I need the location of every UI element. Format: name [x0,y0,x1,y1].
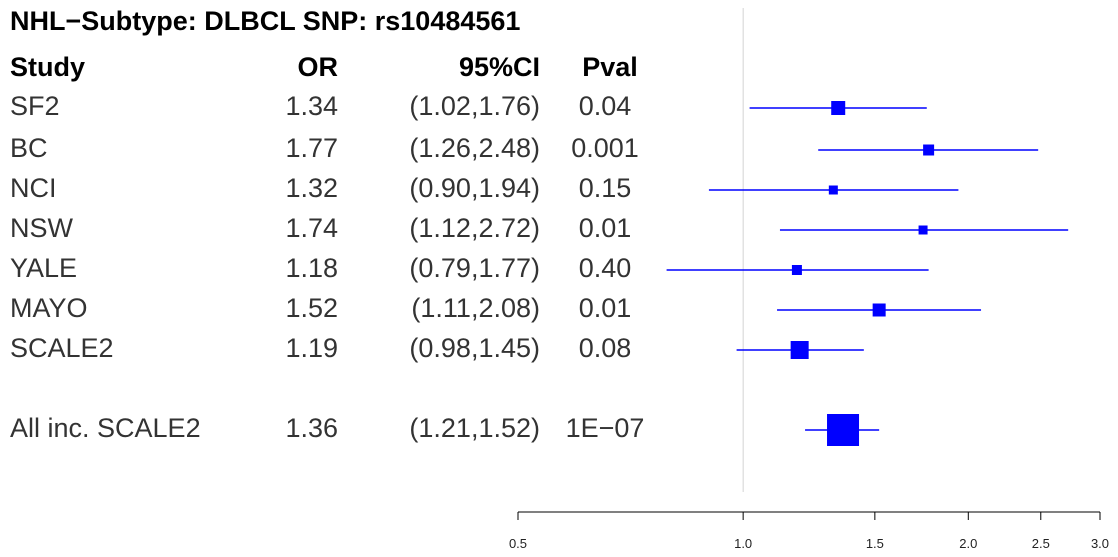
or-value: 1.36 [285,413,338,443]
pval-value: 0.04 [578,91,632,121]
or-value: 1.18 [285,253,338,283]
study-name: All inc. SCALE2 [10,413,201,443]
x-tick-label: 2.5 [1032,536,1050,551]
header-or: OR [297,52,339,82]
pval-value: 0.001 [571,133,639,163]
or-value: 1.52 [285,293,338,323]
x-tick-label: 3.0 [1091,536,1109,551]
pval-value: 0.01 [578,293,632,323]
pval-value: 0.08 [578,333,632,363]
study-name: SF2 [10,91,60,121]
or-marker [831,101,846,115]
header-study: Study [10,52,86,82]
ci-value: (0.90,1.94) [409,173,540,203]
pval-value: 0.15 [578,173,632,203]
summary-marker [827,414,860,446]
pval-value: 0.40 [578,253,632,283]
or-value: 1.32 [285,173,338,203]
study-name: SCALE2 [10,333,114,363]
study-name: YALE [10,253,78,283]
or-marker [918,225,928,235]
study-name: BC [10,133,48,163]
or-value: 1.19 [285,333,338,363]
pval-value: 0.01 [578,213,632,243]
ci-value: (0.79,1.77) [409,253,540,283]
ci-value: (0.98,1.45) [409,333,540,363]
pval-value: 1E−07 [565,413,645,443]
ci-value: (1.21,1.52) [409,413,540,443]
or-marker [872,303,886,317]
or-marker [828,185,838,195]
or-marker [923,144,935,156]
ci-value: (1.11,2.08) [411,293,540,323]
ci-value: (1.02,1.76) [409,91,540,121]
or-value: 1.34 [285,91,338,121]
x-tick-label: 0.5 [509,536,527,551]
x-tick-label: 2.0 [959,536,977,551]
or-marker [791,265,802,275]
study-name: NCI [10,173,57,203]
chart-title: NHL−Subtype: DLBCL SNP: rs10484561 [10,6,521,36]
or-marker [790,341,809,359]
x-tick-label: 1.5 [866,536,884,551]
ci-value: (1.26,2.48) [409,133,540,163]
or-value: 1.74 [285,213,338,243]
header-ci: 95%CI [458,52,540,82]
x-tick-label: 1.0 [734,536,752,551]
or-value: 1.77 [285,133,338,163]
study-name: NSW [10,213,73,243]
ci-value: (1.12,2.72) [409,213,540,243]
header-pval: Pval [582,52,638,82]
study-name: MAYO [10,293,88,323]
